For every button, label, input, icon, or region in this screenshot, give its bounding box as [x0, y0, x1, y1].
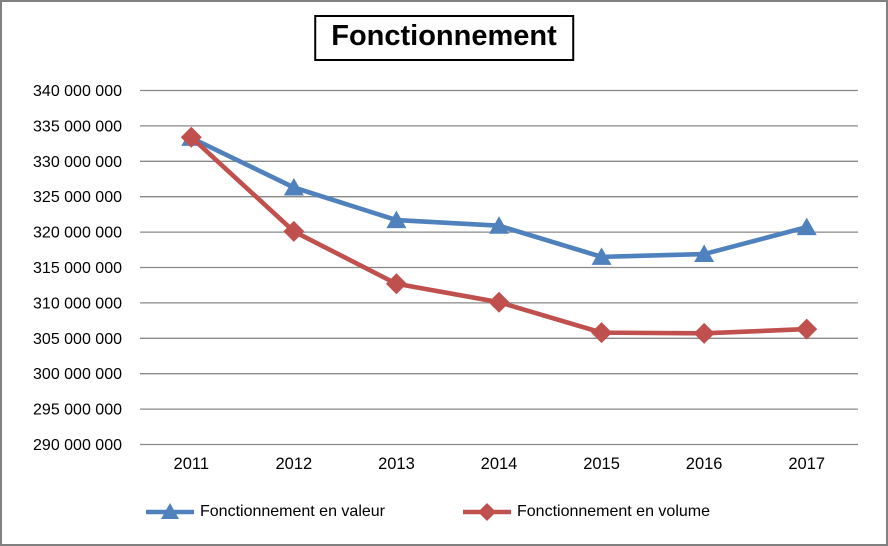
data-point-marker-diamond [488, 291, 510, 313]
y-axis-tick-label: 325 000 000 [33, 189, 122, 206]
data-point-marker-triangle [283, 177, 304, 196]
legend-item-valeur[interactable]: Fonctionnement en valeur [145, 498, 385, 526]
data-point-marker-diamond [591, 322, 613, 344]
y-axis-tick-label: 315 000 000 [33, 260, 122, 277]
x-axis-tick-label: 2015 [583, 455, 620, 473]
data-point-marker-triangle [386, 210, 407, 229]
y-axis-tick-label: 290 000 000 [33, 437, 122, 454]
y-axis-tick-label: 340 000 000 [33, 83, 122, 100]
data-point-marker-triangle [591, 247, 612, 265]
data-point-marker-diamond [385, 273, 407, 295]
x-axis-tick-label: 2011 [174, 455, 209, 473]
data-point-marker-diamond [796, 318, 818, 340]
y-axis-tick-label: 295 000 000 [33, 402, 122, 419]
data-point-marker-diamond [283, 220, 305, 242]
data-point-marker-diamond [693, 322, 715, 344]
legend-item-volume[interactable]: Fonctionnement en volume [462, 498, 710, 526]
x-axis-tick-label: 2016 [686, 455, 723, 473]
x-axis-tick-label: 2014 [481, 455, 518, 473]
y-axis-tick-label: 330 000 000 [33, 154, 122, 171]
y-axis-tick-label: 310 000 000 [33, 295, 122, 312]
legend-label-valeur: Fonctionnement en valeur [200, 503, 385, 520]
data-point-marker-triangle [489, 216, 509, 234]
x-axis-tick-label: 2013 [378, 455, 415, 473]
legend-label-volume: Fonctionnement en volume [517, 503, 710, 520]
x-axis-tick-label: 2012 [275, 455, 312, 473]
y-axis-tick-label: 300 000 000 [33, 366, 122, 383]
data-point-marker-triangle [694, 244, 715, 263]
y-axis-tick-label: 335 000 000 [33, 118, 122, 135]
legend-line-diamond-icon [463, 503, 511, 521]
legend-line-triangle-icon [146, 503, 194, 519]
y-axis-tick-label: 320 000 000 [33, 225, 122, 242]
series-line-triangle [188, 135, 810, 260]
x-axis-tick-label: 2017 [788, 455, 825, 473]
y-axis-tick-label: 305 000 000 [33, 331, 122, 348]
data-point-marker-triangle [796, 217, 817, 236]
chart-title: Fonctionnement [314, 15, 574, 61]
data-point-marker-diamond [180, 126, 202, 148]
